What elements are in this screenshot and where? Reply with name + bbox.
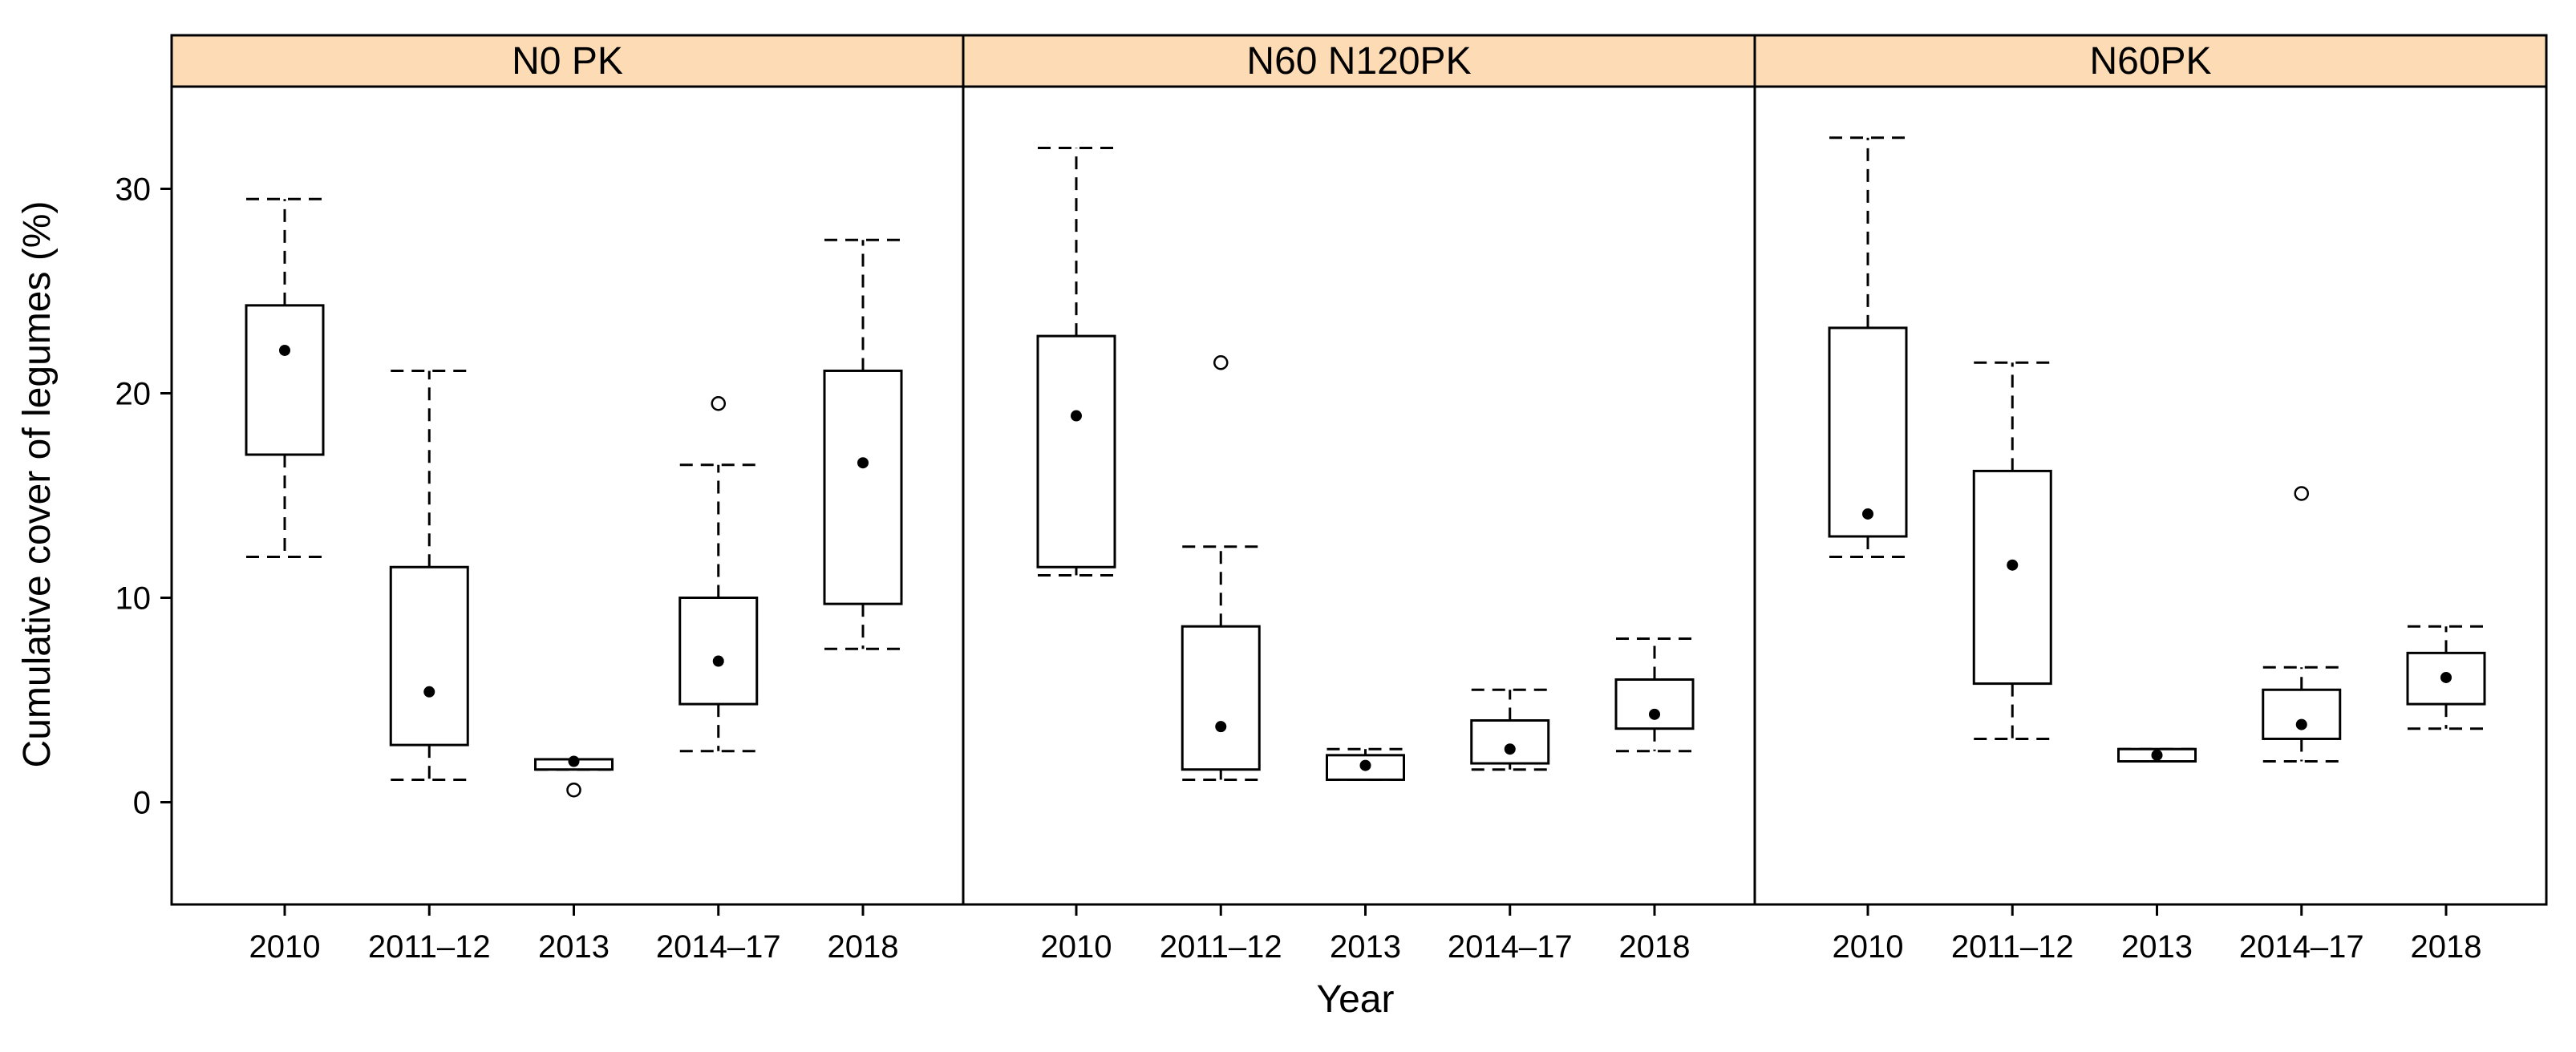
mean-point <box>1215 721 1227 733</box>
y-axis: 0 10 20 30 <box>115 172 172 821</box>
x-tick-label: 2018 <box>2411 929 2482 965</box>
x-tick-label: 2014–17 <box>656 929 781 965</box>
box-2011–12 <box>1181 355 1261 781</box>
x-tick-label: 2014–17 <box>2239 929 2364 965</box>
panel-strip <box>1753 34 2548 88</box>
y-tick-label: 0 <box>133 786 151 821</box>
x-tick-label: 2013 <box>538 929 610 965</box>
y-tick-label: 10 <box>115 581 152 617</box>
mean-point <box>568 755 580 767</box>
x-axis-label: Year <box>1317 978 1395 1021</box>
box-iqr <box>389 565 469 747</box>
x-tick-label: 2018 <box>1619 929 1691 965</box>
box-iqr <box>1036 334 1116 568</box>
mean-point <box>1359 759 1371 771</box>
mean-point <box>2151 749 2163 761</box>
box-iqr <box>1470 719 1550 765</box>
box-2011–12 <box>389 369 469 781</box>
y-axis-label: Cumulative cover of legumes (%) <box>16 201 59 768</box>
mean-point <box>1862 508 1873 520</box>
x-tick-label: 2018 <box>828 929 899 965</box>
box-2018 <box>823 238 903 650</box>
panel-strip-label: N0 PK <box>512 40 623 83</box>
x-tick-label: 2011–12 <box>368 929 491 965</box>
x-tick-label: 2010 <box>1833 929 1904 965</box>
box-iqr <box>2262 688 2342 740</box>
panel-2: N60 N120PK 2010 2011–12 2013 2014–17 2018 <box>962 34 1756 965</box>
mean-point <box>1071 410 1082 422</box>
panel-3: N60PK 2010 2011–12 2013 2014–17 2018 <box>1753 34 2548 965</box>
mean-point <box>857 457 869 469</box>
mean-point <box>1504 743 1516 755</box>
panel-frame <box>1753 85 2548 906</box>
outlier-point <box>566 782 581 798</box>
box-2013 <box>1326 747 1405 781</box>
box-2013 <box>2117 747 2197 763</box>
box-2014–17 <box>678 396 759 753</box>
x-tick-label: 2013 <box>2121 929 2193 965</box>
mean-point <box>279 344 290 356</box>
y-tick-label: 30 <box>115 172 152 208</box>
box-2010 <box>245 197 325 558</box>
box-2018 <box>1614 637 1695 753</box>
box-iqr <box>1972 469 2052 686</box>
mean-point <box>712 655 724 667</box>
mean-point <box>2007 559 2019 571</box>
box-2013 <box>534 755 614 798</box>
x-tick-label: 2011–12 <box>1951 929 2074 965</box>
mean-point <box>2295 718 2307 730</box>
panel-strip-label: N60 N120PK <box>1246 40 1471 83</box>
box-2011–12 <box>1972 361 2052 740</box>
mean-point <box>1649 708 1660 720</box>
mean-point <box>2440 671 2452 683</box>
x-tick-label: 2014–17 <box>1448 929 1573 965</box>
box-iqr <box>1828 326 1908 538</box>
panel-strip-label: N60PK <box>2089 40 2211 83</box>
box-iqr <box>823 369 903 605</box>
panel-strip <box>170 34 965 88</box>
panel-1: N0 PK 2010 2011–12 2013 2014–17 2018 <box>170 34 965 965</box>
box-2014–17 <box>1470 688 1550 771</box>
box-2018 <box>2406 625 2486 730</box>
mean-point <box>423 686 435 698</box>
x-tick-label: 2010 <box>1041 929 1112 965</box>
x-tick-label: 2011–12 <box>1160 929 1282 965</box>
box-2014–17 <box>2262 486 2342 763</box>
box-iqr <box>678 597 759 706</box>
x-tick-label: 2010 <box>249 929 321 965</box>
outlier-point <box>1213 355 1229 370</box>
x-tick-label: 2013 <box>1330 929 1401 965</box>
box-2010 <box>1036 147 1116 577</box>
outlier-point <box>711 396 726 411</box>
box-iqr <box>245 304 325 456</box>
outlier-point <box>2294 486 2309 501</box>
y-tick-label: 20 <box>115 377 152 412</box>
box-2010 <box>1828 136 1908 558</box>
box-iqr <box>1614 678 1695 730</box>
box-iqr <box>1181 625 1261 771</box>
